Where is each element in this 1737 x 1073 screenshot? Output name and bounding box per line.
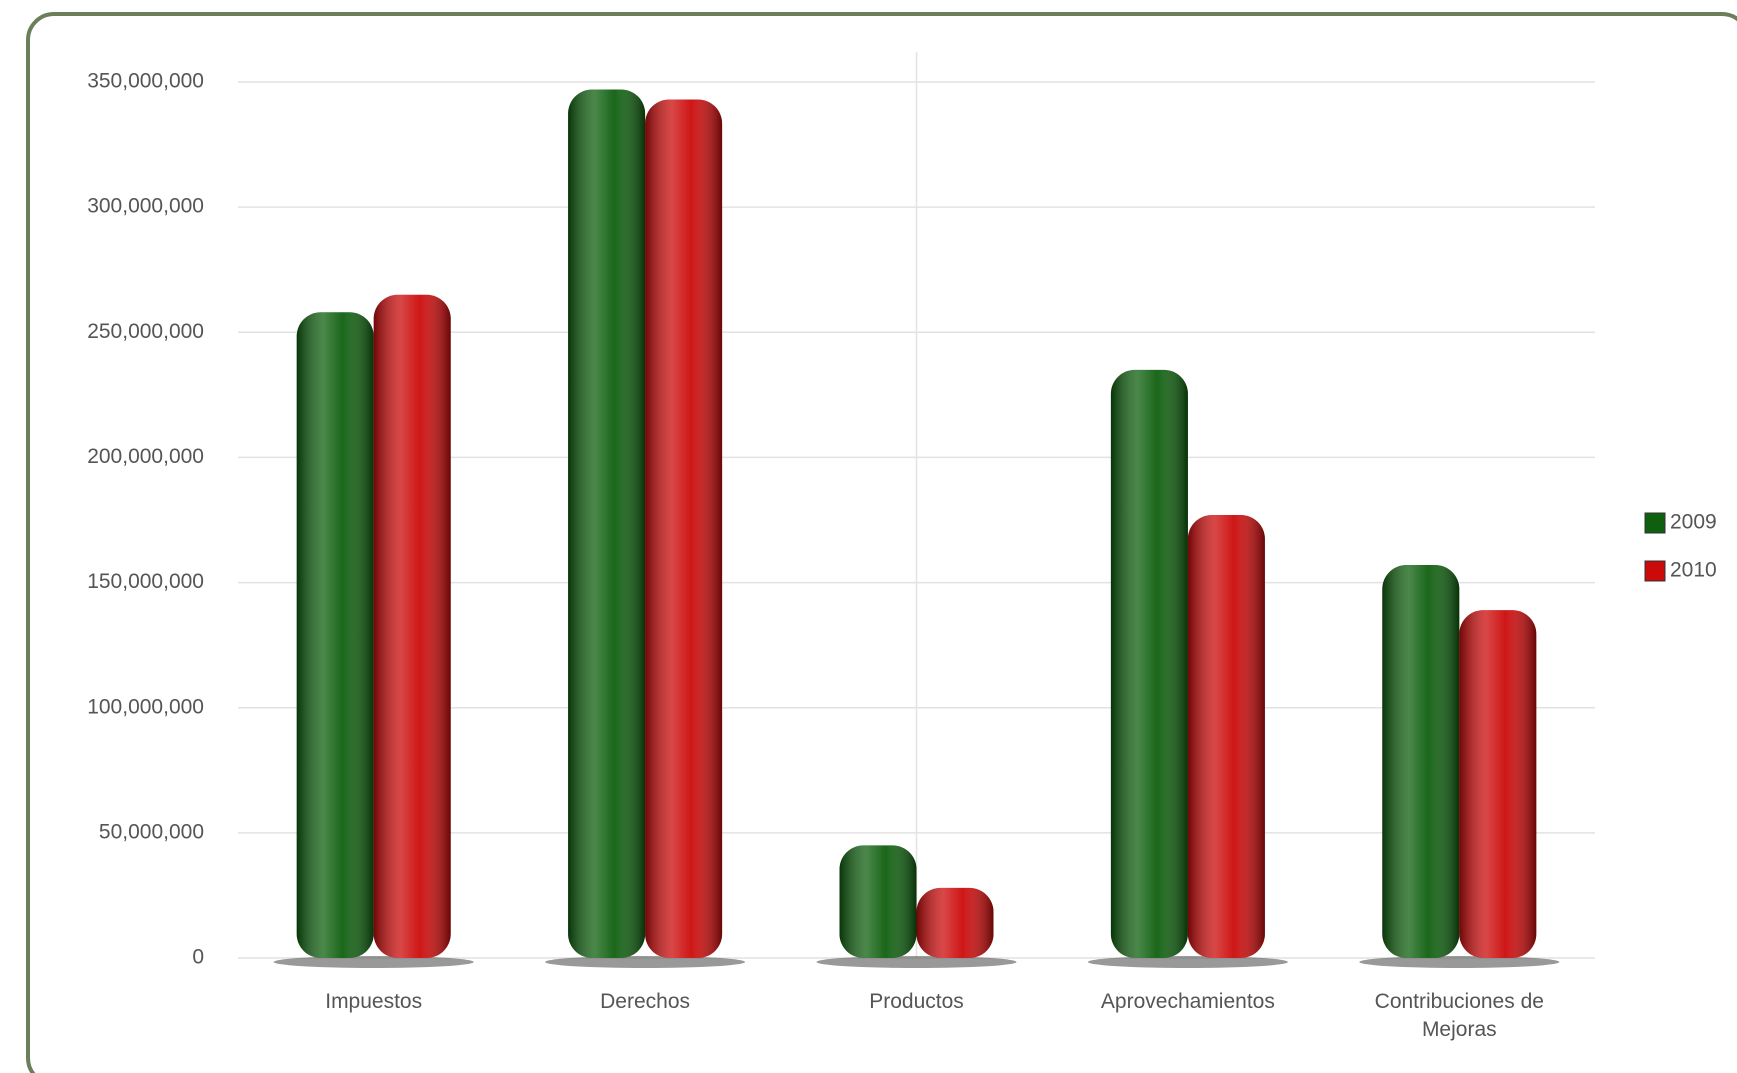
y-tick-label: 350,000,000 (87, 70, 204, 93)
bar-shadow (274, 956, 474, 968)
bar (1459, 610, 1536, 958)
bar (1382, 565, 1459, 958)
bar (1111, 370, 1188, 958)
y-tick-label: 250,000,000 (87, 320, 204, 343)
y-tick-label: 50,000,000 (99, 820, 204, 843)
x-tick-label: Aprovechamientos (1068, 988, 1308, 1016)
x-tick-label: Derechos (525, 988, 765, 1016)
bar-shadow (1088, 956, 1288, 968)
legend-swatch (1645, 513, 1665, 533)
y-tick-label: 100,000,000 (87, 695, 204, 718)
y-tick-label: 200,000,000 (87, 445, 204, 468)
bar (917, 888, 994, 958)
bar-shadow (1359, 956, 1559, 968)
y-tick-label: 0 (192, 946, 204, 969)
bar (374, 295, 451, 958)
legend-label: 2009 (1670, 511, 1717, 534)
bar (297, 312, 374, 958)
bar (568, 90, 645, 958)
bar (645, 100, 722, 958)
legend-swatch (1645, 561, 1665, 581)
bar (1188, 515, 1265, 958)
bar-shadow (817, 956, 1017, 968)
bar-shadow (545, 956, 745, 968)
x-tick-label: Productos (797, 988, 1037, 1016)
bar (840, 845, 917, 958)
x-tick-label: Impuestos (254, 988, 494, 1016)
chart-page: 0 50,000,000 100,000,000 150,000,000 200,000… (0, 0, 1737, 1073)
y-tick-label: 300,000,000 (87, 195, 204, 218)
chart: 0 50,000,000 100,000,000 150,000,000 200,000… (0, 0, 1737, 1073)
legend-label: 2010 (1670, 559, 1717, 582)
x-tick-label: Contribuciones de Mejoras (1339, 988, 1579, 1044)
y-tick-label: 150,000,000 (87, 570, 204, 593)
